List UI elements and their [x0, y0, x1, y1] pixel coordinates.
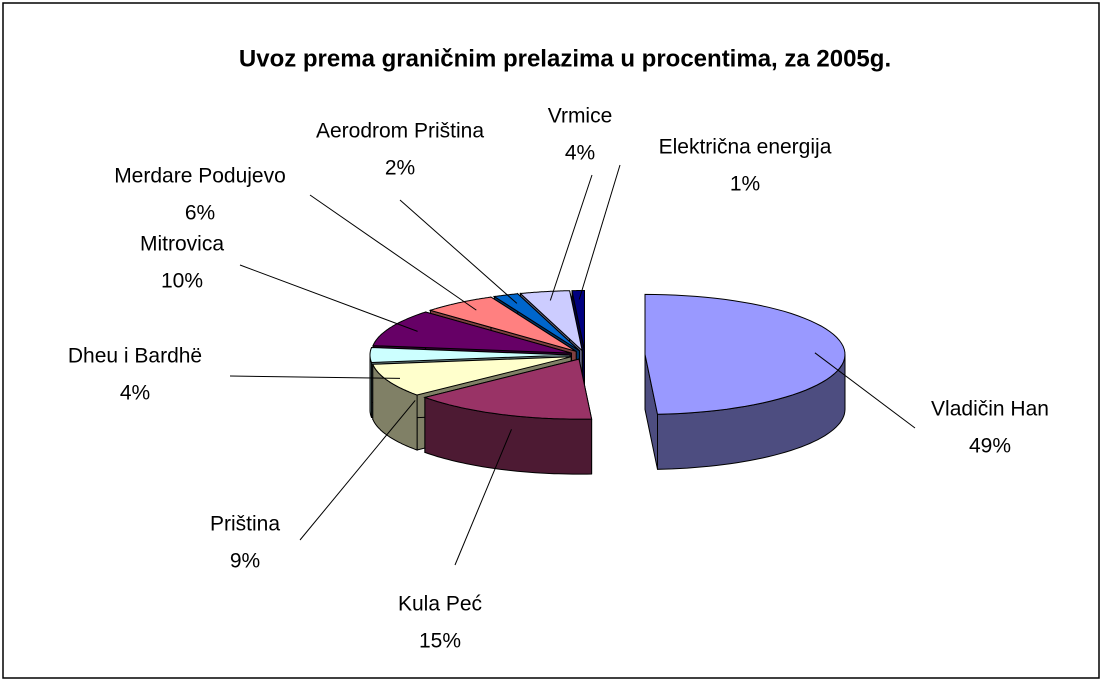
slice-label: Merdare Podujevo: [114, 165, 286, 188]
leader-line: [309, 194, 477, 311]
slice-value-label: 10%: [161, 270, 203, 293]
leader-line: [239, 264, 418, 332]
slice-value-label: 15%: [419, 630, 461, 653]
leader-line: [454, 429, 512, 566]
leader-line: [229, 375, 401, 379]
slice-label: Priština: [210, 513, 280, 536]
slice-value-label: 2%: [385, 157, 415, 180]
leader-line: [299, 400, 416, 541]
slice-top: [644, 293, 846, 415]
slice-top: [423, 358, 593, 420]
slice-top: [372, 356, 572, 396]
slice-value-label: 6%: [185, 202, 215, 225]
chart-title: Uvoz prema graničnim prelazima u procent…: [239, 45, 891, 72]
slice-label: Električna energija: [659, 136, 832, 159]
slice-label: Kula Peć: [398, 593, 482, 616]
slice-value-label: 4%: [120, 382, 150, 405]
slice-top: [492, 293, 580, 352]
slice-label: Mitrovica: [140, 233, 224, 256]
slice-top: [372, 311, 572, 354]
slice: [423, 358, 593, 475]
slice: [644, 293, 846, 470]
slice-side: [369, 355, 373, 418]
slice-top: [519, 290, 584, 353]
slice-top: [428, 296, 577, 352]
slice-value-label: 9%: [230, 550, 260, 573]
slice-label: Vladičin Han: [931, 398, 1049, 421]
slice-value-label: 1%: [730, 173, 760, 196]
slice-value-label: 49%: [969, 435, 1011, 458]
slice-top: [369, 346, 571, 364]
slice-label: Vrmice: [548, 105, 613, 128]
leader-line: [549, 174, 593, 301]
leader-line: [814, 352, 916, 429]
slice-label: Aerodrom Priština: [316, 120, 484, 143]
leader-line: [578, 164, 621, 300]
leader-line: [399, 199, 518, 304]
slice-label: Dheu i Bardhë: [68, 345, 202, 368]
slice-value-label: 4%: [565, 142, 595, 165]
slice-top: [571, 290, 585, 351]
